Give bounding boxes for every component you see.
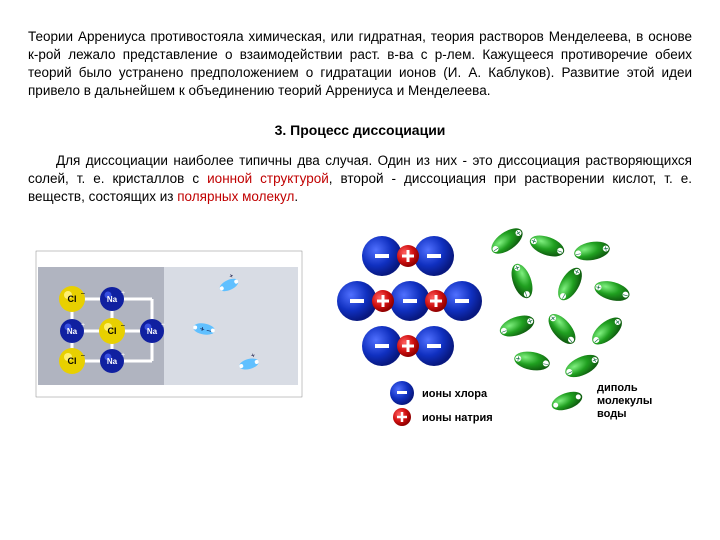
svg-text:+: + bbox=[602, 243, 609, 254]
svg-text:–: – bbox=[81, 352, 85, 359]
legend-chlorine: ионы хлора bbox=[422, 388, 488, 400]
svg-text:Na: Na bbox=[147, 327, 158, 336]
svg-text:Cl: Cl bbox=[108, 326, 117, 336]
svg-text:Na: Na bbox=[107, 357, 118, 366]
svg-text:+: + bbox=[161, 322, 165, 329]
legend-sodium: ионы натрия bbox=[422, 412, 493, 424]
svg-text:–: – bbox=[81, 290, 85, 297]
figures-row: Cl – Na + Na + Cl – bbox=[28, 221, 692, 426]
svg-text:–: – bbox=[542, 358, 549, 369]
section-heading: 3. Процесс диссоциации bbox=[28, 122, 692, 138]
svg-text:Na: Na bbox=[107, 295, 118, 304]
p2-text-c: . bbox=[294, 189, 298, 204]
legend-dipole-3: воды bbox=[597, 408, 627, 420]
svg-text:+: + bbox=[121, 352, 125, 359]
legend-dipole-2: молекулы bbox=[597, 395, 652, 407]
svg-text:Cl: Cl bbox=[68, 356, 77, 366]
paragraph-arrhenius: Теории Аррениуса противостояла химическа… bbox=[28, 28, 692, 101]
svg-text:Na: Na bbox=[67, 327, 78, 336]
p2-highlight-2: полярных молекул bbox=[177, 189, 294, 204]
p2-highlight-1: ионной структурой bbox=[207, 171, 329, 186]
svg-text:+: + bbox=[81, 322, 85, 329]
svg-text:Cl: Cl bbox=[68, 294, 77, 304]
figure-hydration: – + + – – + bbox=[322, 221, 682, 426]
legend-dipole-1: диполь bbox=[597, 382, 638, 394]
svg-text:–: – bbox=[121, 322, 125, 329]
figure-lattice: Cl – Na + Na + Cl – bbox=[34, 249, 304, 399]
paragraph-dissociation: Для диссоциации наиболее типичны два слу… bbox=[28, 152, 692, 207]
svg-text:+: + bbox=[121, 290, 125, 297]
